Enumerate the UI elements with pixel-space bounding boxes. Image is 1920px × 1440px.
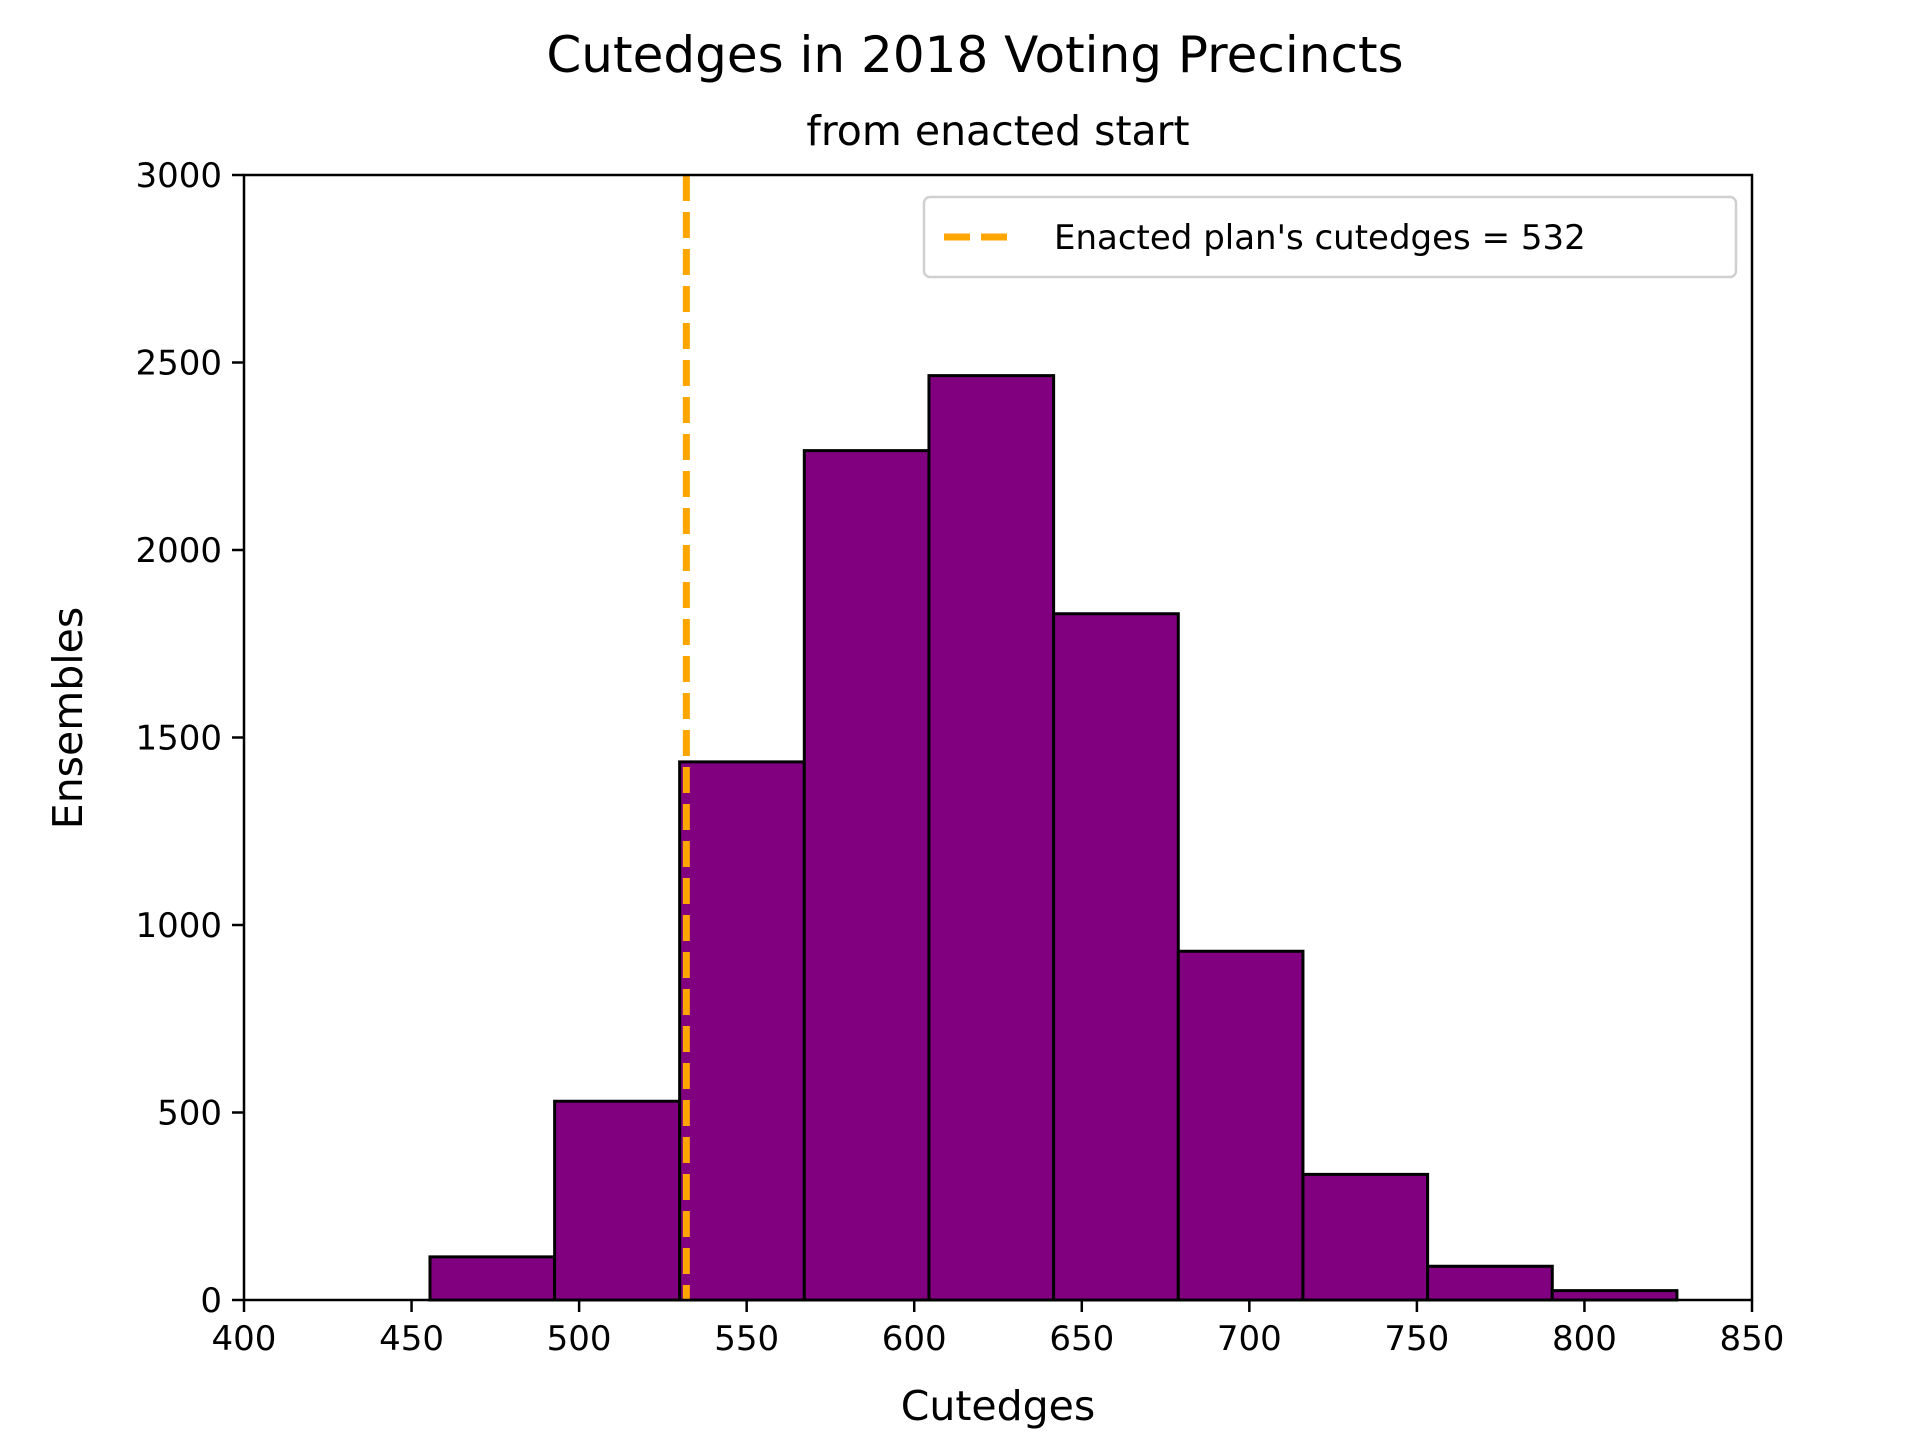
x-tick-label-650: 650 xyxy=(1049,1319,1114,1359)
x-tick-label-400: 400 xyxy=(212,1319,277,1359)
histogram-bar-8 xyxy=(1301,1172,1430,1302)
y-tick-label-3000: 3000 xyxy=(135,156,222,196)
y-tick-label-2000: 2000 xyxy=(135,531,222,571)
y-tick-label-2500: 2500 xyxy=(135,344,222,384)
legend: Enacted plan's cutedges = 532 xyxy=(922,195,1738,279)
y-tick-label-1000: 1000 xyxy=(135,906,222,946)
y-tick-label-500: 500 xyxy=(157,1094,222,1134)
chart-title: Cutedges in 2018 Voting Precincts xyxy=(546,26,1403,84)
chart-subtitle: from enacted start xyxy=(806,107,1189,155)
y-tick-label-1500: 1500 xyxy=(135,719,222,759)
y-axis-label: Ensembles xyxy=(44,607,92,829)
histogram-bar-5 xyxy=(927,374,1056,1302)
histogram-bar-3 xyxy=(678,760,806,1302)
x-tick-label-550: 550 xyxy=(714,1319,779,1359)
histogram-bar-1 xyxy=(428,1255,557,1302)
histogram-bar-10 xyxy=(1550,1289,1679,1302)
x-tick-label-500: 500 xyxy=(547,1319,612,1359)
legend-box xyxy=(922,195,1738,279)
histogram-bar-7 xyxy=(1176,949,1305,1302)
x-tick-label-800: 800 xyxy=(1552,1319,1617,1359)
axes: 400 450 500 550 600 650 700 750 800 850 0 500 1000 15… xyxy=(135,156,1784,1359)
histogram-bars xyxy=(428,374,1679,1302)
x-tick-label-450: 450 xyxy=(379,1319,444,1359)
histogram-bar-4 xyxy=(802,449,931,1302)
x-axis-label: Cutedges xyxy=(901,1382,1096,1430)
x-tick-label-700: 700 xyxy=(1217,1319,1282,1359)
histogram-bar-2 xyxy=(553,1099,682,1302)
y-tick-label-0: 0 xyxy=(200,1281,222,1321)
x-tick-label-850: 850 xyxy=(1720,1319,1785,1359)
histogram-bar-9 xyxy=(1426,1264,1554,1302)
x-tick-label-750: 750 xyxy=(1384,1319,1449,1359)
legend-entry-label: Enacted plan's cutedges = 532 xyxy=(1054,218,1586,258)
x-tick-label-600: 600 xyxy=(882,1319,947,1359)
histogram-bar-6 xyxy=(1052,612,1180,1302)
